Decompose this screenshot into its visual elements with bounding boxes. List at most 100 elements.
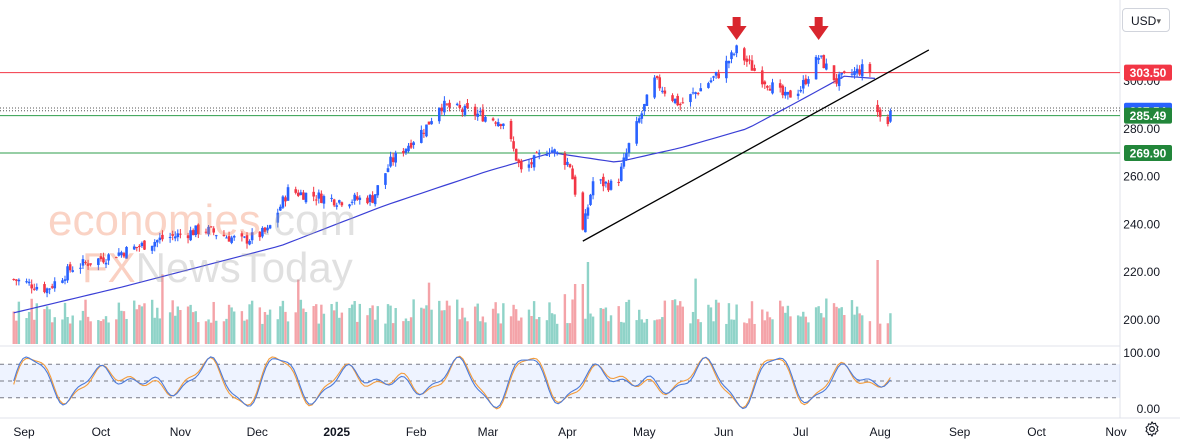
arrow-markers: [726, 17, 829, 40]
volume-bar: [356, 321, 359, 344]
candle-body: [445, 103, 449, 105]
support-1-label: 285.49: [1130, 109, 1167, 123]
candle-body: [248, 240, 251, 245]
volume-bar: [384, 323, 387, 344]
volume-bar: [548, 302, 551, 344]
trendline-line: [582, 49, 930, 242]
volume-bar: [820, 313, 823, 344]
volume-bar: [696, 319, 700, 344]
candle-body: [886, 116, 890, 125]
volume-bar: [12, 311, 15, 344]
volume-bar: [350, 304, 354, 344]
candle-body: [617, 181, 621, 183]
candle-body: [527, 164, 531, 168]
candle-body: [48, 288, 51, 290]
volume-bar: [625, 302, 628, 344]
candle-body: [514, 148, 518, 161]
candle-body: [509, 120, 513, 140]
candle-body: [214, 235, 218, 237]
volume-bar: [835, 306, 838, 344]
volume-bar: [689, 323, 692, 344]
candle-body: [725, 60, 728, 79]
volume-bar: [404, 318, 408, 344]
horizontal-levels[interactable]: [0, 72, 1120, 154]
trendline[interactable]: [582, 49, 930, 242]
candle-body: [197, 224, 200, 235]
volume-bar: [843, 315, 846, 344]
candle-body: [771, 82, 774, 94]
volume-bar: [676, 305, 679, 344]
down-arrow-icon: [726, 17, 747, 40]
volume-bar: [640, 319, 643, 344]
candle-body: [537, 153, 541, 155]
volume-bar: [302, 308, 305, 344]
candle-body: [476, 113, 480, 117]
volume-bar: [53, 317, 56, 344]
volume-bar: [189, 304, 192, 344]
candle-body: [266, 227, 269, 231]
volume-bar: [699, 322, 702, 344]
volume-bar: [48, 309, 51, 344]
candle-body: [784, 91, 787, 96]
candle-body: [837, 74, 841, 87]
volume-bar: [299, 299, 303, 344]
candle-body: [743, 48, 746, 61]
candle-body: [427, 121, 431, 125]
candle-body: [258, 231, 262, 238]
volume-bar: [420, 307, 423, 344]
candle-body: [97, 258, 100, 265]
volume-bar: [317, 323, 320, 344]
volume-bar: [15, 320, 18, 344]
candle-body: [138, 245, 141, 247]
candle-body: [466, 103, 469, 108]
candle-body: [99, 256, 103, 260]
volume-bar: [763, 320, 767, 344]
candle-body: [404, 148, 408, 153]
volume-bar: [194, 311, 197, 344]
volume-bar: [766, 311, 769, 344]
candle-body: [589, 194, 592, 205]
candle-body: [571, 168, 574, 180]
volume-bar: [509, 316, 513, 344]
candle-body: [691, 92, 695, 94]
volume-bar: [527, 309, 531, 344]
candle-body: [227, 236, 231, 242]
candle-body: [663, 90, 667, 94]
time-tick-label: Oct: [1027, 425, 1046, 439]
time-tick-label: May: [633, 425, 656, 439]
volume-bar: [33, 319, 36, 344]
volume-bar: [215, 320, 218, 344]
volume-bar: [322, 313, 326, 344]
time-tick-label: Mar: [478, 425, 499, 439]
volume-bar: [638, 309, 641, 344]
volume-bar: [581, 284, 585, 344]
volume-bar: [222, 321, 226, 344]
volume-bar: [284, 311, 287, 344]
candle-body: [437, 107, 441, 122]
time-tick-label: Dec: [247, 425, 268, 439]
candle-body: [717, 73, 720, 79]
volume-bar: [535, 319, 538, 344]
volume-bar: [568, 323, 572, 344]
candle-body: [660, 90, 664, 92]
candle-body: [158, 237, 162, 241]
candle-body: [284, 197, 287, 202]
candle-body: [391, 157, 395, 163]
volume-bar: [261, 323, 264, 344]
volume-bar: [330, 304, 333, 344]
candle-body: [463, 105, 467, 115]
volume-bar: [243, 320, 246, 344]
candle-body: [17, 279, 21, 282]
volume-bar: [861, 315, 864, 344]
volume-bar: [212, 301, 215, 344]
volume-bar: [86, 316, 90, 344]
volume-bar: [868, 321, 872, 344]
candle-body: [753, 68, 756, 71]
volume-bar: [566, 323, 569, 344]
candle-body: [889, 110, 892, 122]
candle-body: [530, 162, 533, 165]
gear-icon[interactable]: [1143, 420, 1161, 438]
currency-selector[interactable]: USD ▾: [1122, 8, 1170, 32]
volume-bar: [45, 306, 49, 344]
